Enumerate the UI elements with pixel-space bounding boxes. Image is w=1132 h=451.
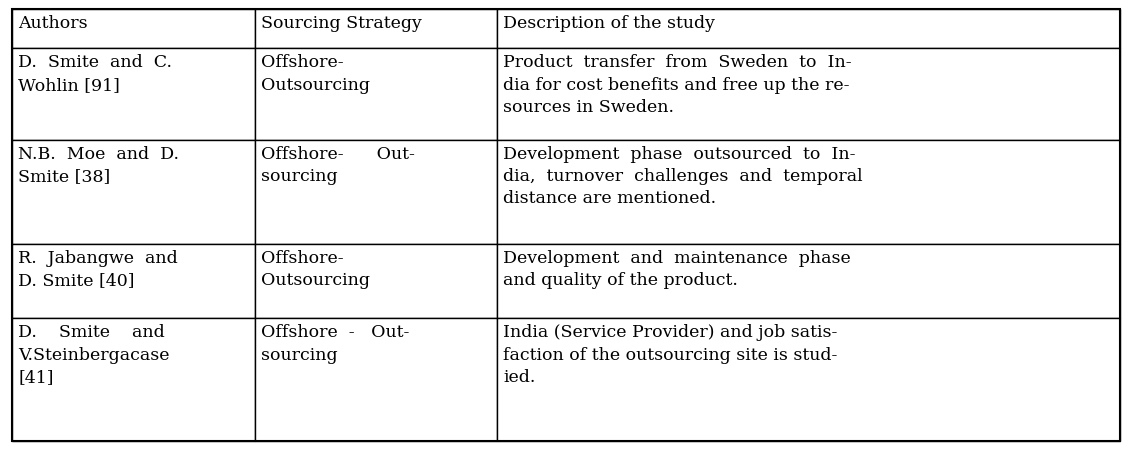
Text: Product  transfer  from  Sweden  to  In-
dia for cost benefits and free up the r: Product transfer from Sweden to In- dia … <box>504 54 852 115</box>
Bar <box>497 319 1120 441</box>
Text: India (Service Provider) and job satis-
faction of the outsourcing site is stud-: India (Service Provider) and job satis- … <box>504 324 838 385</box>
Bar <box>255 10 497 49</box>
Text: Description of the study: Description of the study <box>504 15 715 32</box>
Bar <box>497 49 1120 141</box>
Bar <box>255 141 497 244</box>
Text: N.B.  Moe  and  D.
Smite [38]: N.B. Moe and D. Smite [38] <box>18 146 179 184</box>
Bar <box>12 319 255 441</box>
Bar <box>255 244 497 319</box>
Bar <box>12 141 255 244</box>
Bar <box>12 10 255 49</box>
Bar <box>497 244 1120 319</box>
Text: Offshore  -   Out-
sourcing: Offshore - Out- sourcing <box>260 324 409 363</box>
Text: Development  and  maintenance  phase
and quality of the product.: Development and maintenance phase and qu… <box>504 249 851 288</box>
Bar <box>12 49 255 141</box>
Text: Offshore-
Outsourcing: Offshore- Outsourcing <box>260 249 370 288</box>
Text: D.  Smite  and  C.
Wohlin [91]: D. Smite and C. Wohlin [91] <box>18 54 172 93</box>
Text: Offshore-      Out-
sourcing: Offshore- Out- sourcing <box>260 146 414 184</box>
Bar <box>497 141 1120 244</box>
Bar <box>497 10 1120 49</box>
Bar <box>255 319 497 441</box>
Text: Sourcing Strategy: Sourcing Strategy <box>260 15 421 32</box>
Bar <box>255 49 497 141</box>
Text: D.    Smite    and
V.Steinbergacase
[41]: D. Smite and V.Steinbergacase [41] <box>18 324 170 385</box>
Bar <box>12 244 255 319</box>
Text: R.  Jabangwe  and
D. Smite [40]: R. Jabangwe and D. Smite [40] <box>18 249 178 288</box>
Text: Authors: Authors <box>18 15 87 32</box>
Text: Offshore-
Outsourcing: Offshore- Outsourcing <box>260 54 370 93</box>
Text: Development  phase  outsourced  to  In-
dia,  turnover  challenges  and  tempora: Development phase outsourced to In- dia,… <box>504 146 863 207</box>
